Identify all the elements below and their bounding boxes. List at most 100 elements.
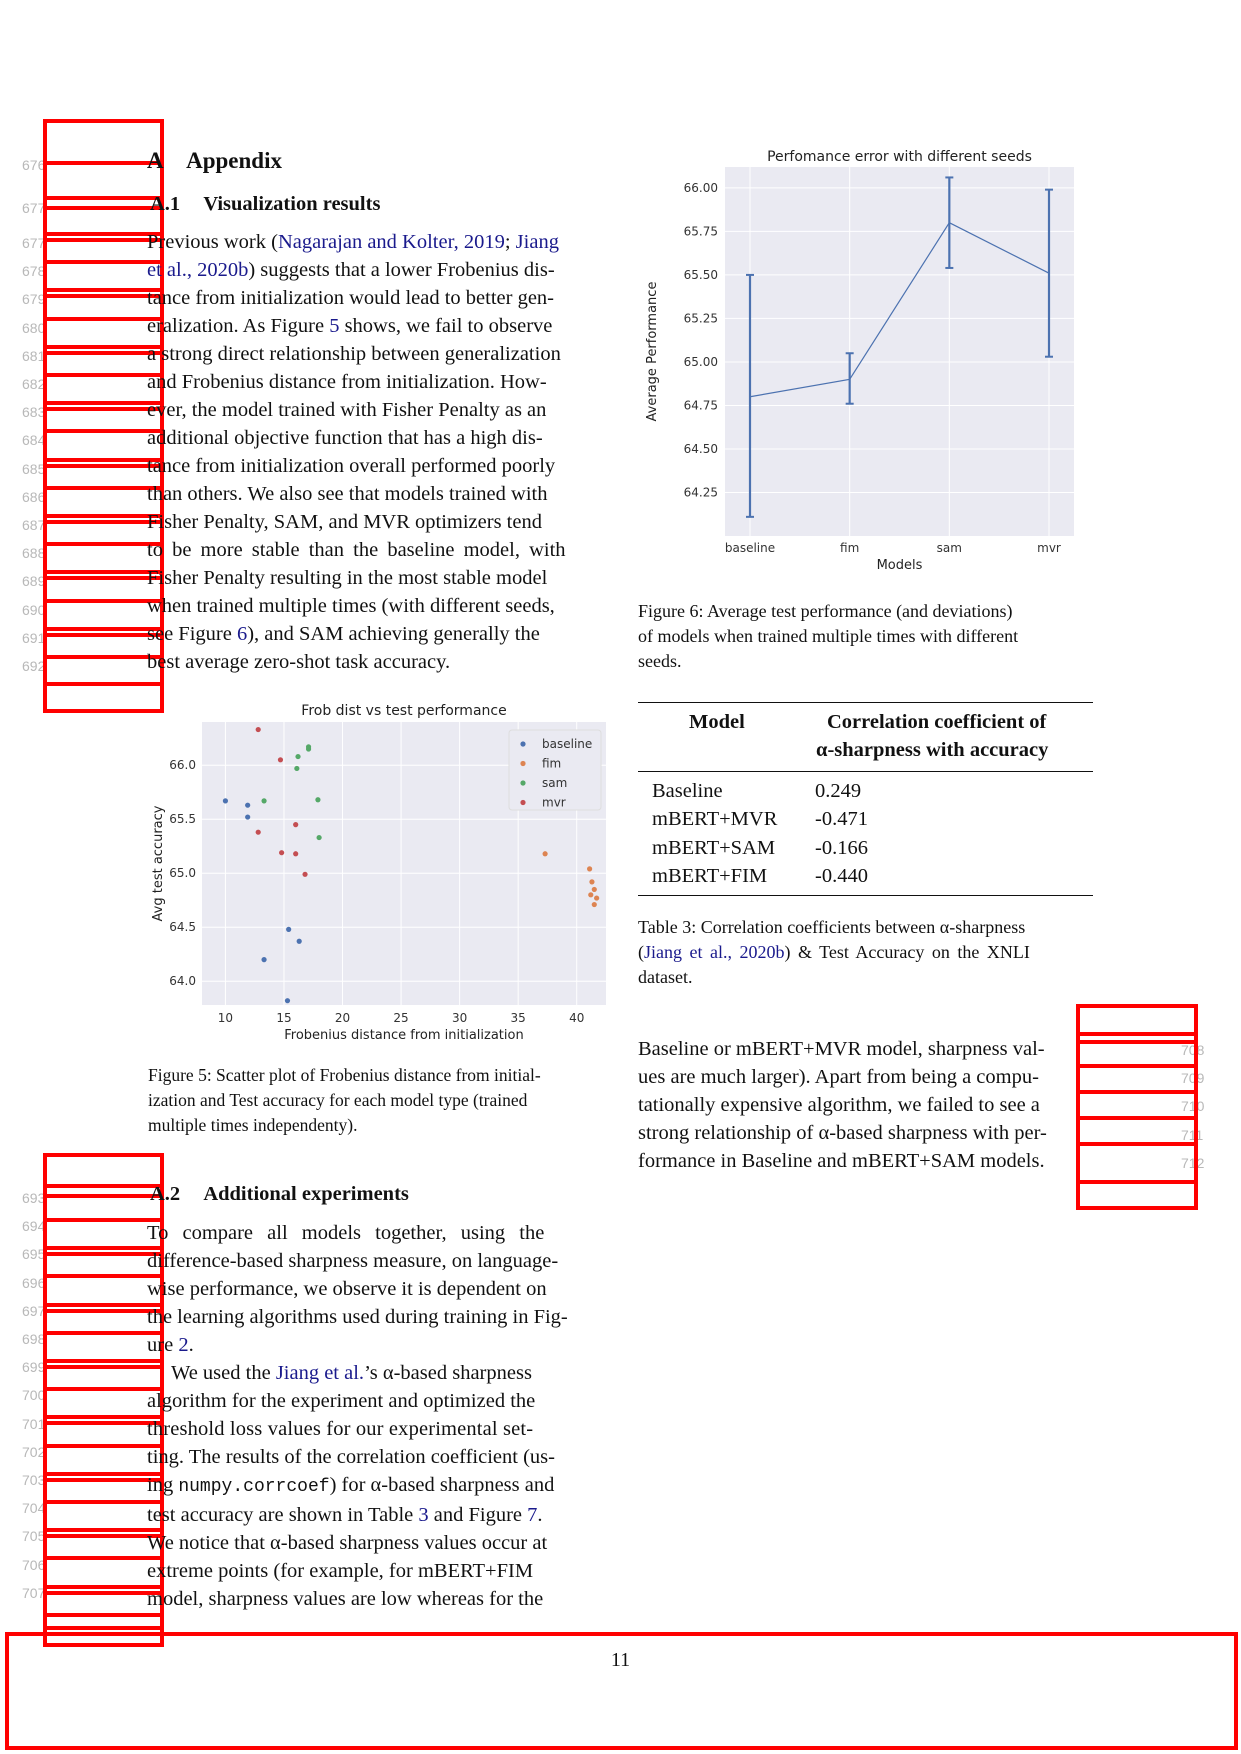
text-line: To compare all models together, using th… bbox=[147, 1222, 545, 1244]
legend-label: baseline bbox=[542, 737, 592, 751]
citation-link[interactable]: Nagarajan and Kolter, 2019 bbox=[277, 231, 505, 253]
y-tick-label: 64.50 bbox=[684, 442, 718, 456]
error-bar-fim bbox=[845, 352, 854, 405]
text-line: tationally expensive algorithm, we faile… bbox=[638, 1094, 1040, 1116]
annotation-line bbox=[43, 294, 164, 299]
annotation-line bbox=[43, 196, 164, 200]
table-cell-model: Baseline bbox=[652, 780, 723, 802]
annotation-line bbox=[43, 429, 164, 434]
line-number: 685 bbox=[22, 460, 46, 477]
scatter-point-baseline bbox=[296, 938, 302, 944]
scatter-point-sam bbox=[316, 834, 322, 841]
scatter-point-baseline bbox=[261, 957, 267, 963]
text-line: eralization. As Figure 5 shows, we fail … bbox=[147, 312, 566, 340]
line-number: 689 bbox=[22, 573, 46, 590]
annotation-line bbox=[43, 1274, 164, 1279]
errorbar-chart-seeds: baseline fim sam mvr 64.25 64.50 64.75 65.00 65.… bbox=[645, 149, 1074, 573]
y-axis-label: Average Performance bbox=[645, 282, 660, 422]
citation-link[interactable]: 5 bbox=[329, 315, 340, 337]
text-line: see Figure 6), and SAM achieving general… bbox=[147, 620, 566, 648]
table-body: Baseline 0.249 mBERT+MVR -0.471 mBERT+SAM -0.… bbox=[638, 772, 1093, 895]
y-tick-label: 65.50 bbox=[684, 268, 718, 282]
annotation-line bbox=[1076, 1142, 1198, 1146]
text-span: . bbox=[537, 1504, 543, 1526]
scatter-point-baseline bbox=[284, 998, 291, 1004]
annotation-line bbox=[43, 260, 164, 265]
table-top-rule bbox=[638, 702, 1093, 703]
citation-link[interactable]: Jiang bbox=[515, 231, 559, 253]
text-span: additional objective function that has a… bbox=[147, 427, 543, 449]
error-bar-sam bbox=[945, 176, 954, 269]
table-row: mBERT+FIM -0.440 bbox=[638, 863, 1093, 891]
citation-link[interactable]: Jiang et al. bbox=[275, 1362, 365, 1384]
text-line: algorithm for the experiment and optimiz… bbox=[147, 1390, 536, 1412]
figure-ref-link[interactable]: 7 bbox=[527, 1504, 538, 1526]
line-number: 699 bbox=[22, 1359, 46, 1376]
text-line: additional objective function that has a… bbox=[147, 424, 566, 452]
text-line: formance in Baseline and mBERT+SAM model… bbox=[638, 1150, 1045, 1172]
annotation-line bbox=[43, 373, 164, 377]
scatter-point-fim bbox=[588, 892, 594, 898]
text-span: tance from initialization overall perfor… bbox=[147, 455, 556, 477]
line-number: 678 bbox=[22, 263, 46, 280]
y-tick-label: 65.25 bbox=[684, 311, 718, 325]
figure5-caption-line: multiple times independenty). bbox=[148, 1115, 358, 1135]
citation-link[interactable]: et al., 2020b bbox=[147, 259, 249, 281]
scatter-point-fim bbox=[587, 866, 593, 872]
x-tick-label: sam bbox=[937, 541, 962, 555]
line-number: 710 bbox=[1181, 1098, 1205, 1115]
y-tick-label: 66.0 bbox=[169, 758, 196, 772]
table-ref-link[interactable]: 3 bbox=[418, 1504, 429, 1526]
line-number: 707 bbox=[22, 1584, 46, 1601]
line-number: 703 bbox=[22, 1472, 46, 1488]
table-cell-model: mBERT+FIM bbox=[652, 864, 768, 887]
annotation-line bbox=[43, 1477, 164, 1482]
paragraph-additional-experiments: To compare all models together, using th… bbox=[147, 1219, 568, 1359]
table-cell-value: -0.440 bbox=[815, 864, 868, 887]
annotation-line bbox=[43, 1528, 164, 1533]
figure-ref-link[interactable]: 2 bbox=[178, 1334, 189, 1356]
text-line: Baseline or mBERT+MVR model, sharpness v… bbox=[638, 1038, 1045, 1060]
text-line: the learning algorithms used during trai… bbox=[147, 1306, 568, 1328]
scatter-point-fim bbox=[591, 901, 597, 908]
text-line: We notice that α-based sharpness values … bbox=[147, 1532, 548, 1554]
page-number: 11 bbox=[610, 1649, 631, 1671]
line-number: 693 bbox=[22, 1190, 46, 1206]
figure6-caption-line: Figure 6: Average test performance (and … bbox=[638, 601, 1013, 621]
line-number: 680 bbox=[22, 319, 46, 336]
text-line: Fisher Penalty resulting in the most sta… bbox=[147, 564, 566, 592]
annotation-line bbox=[43, 206, 164, 210]
text-line: tance from initialization overall perfor… bbox=[147, 452, 566, 480]
scatter-chart-frob-dist: 10 15 20 25 30 35 40 64.0 64.5 65.0 65.5 66.0 Frob d… bbox=[151, 703, 606, 1043]
line-number: 695 bbox=[22, 1246, 46, 1263]
section-a2-title: Additional experiments bbox=[203, 1183, 409, 1205]
text-span: best average zero-shot task accuracy. bbox=[147, 651, 451, 673]
scatter-point-fim bbox=[591, 886, 597, 893]
x-axis-label: Frobenius distance from initialization bbox=[284, 1028, 523, 1043]
text-span: ure bbox=[147, 1334, 179, 1356]
y-tick-label: 65.00 bbox=[684, 355, 718, 369]
citation-link[interactable]: Jiang et al., 2020b bbox=[644, 942, 785, 962]
text-span: We used the bbox=[171, 1362, 276, 1384]
text-line: We used the Jiang et al.’s α-based sharp… bbox=[147, 1359, 555, 1387]
text-line: threshold loss values for our experiment… bbox=[147, 1418, 534, 1440]
annotation-line bbox=[43, 485, 164, 490]
y-tick-label: 64.0 bbox=[169, 974, 196, 988]
table-row: mBERT+MVR -0.471 bbox=[638, 806, 1093, 834]
annotation-line bbox=[1076, 1090, 1198, 1094]
text-span: Fisher Penalty resulting in the most sta… bbox=[147, 567, 548, 589]
scatter-point-baseline bbox=[245, 802, 251, 808]
text-line: extreme points (for example, for mBERT+F… bbox=[147, 1560, 534, 1582]
annotation-line bbox=[43, 1365, 164, 1369]
text-span: and Figure bbox=[428, 1504, 528, 1526]
y-tick-label: 64.25 bbox=[684, 485, 718, 499]
legend-marker bbox=[520, 760, 526, 767]
annotation-line bbox=[1076, 1116, 1198, 1120]
table-row: mBERT+SAM -0.166 bbox=[638, 835, 1093, 863]
citation-link[interactable]: 6 bbox=[236, 623, 248, 645]
scatter-point-fim bbox=[542, 851, 548, 857]
line-number: 684 bbox=[22, 432, 46, 449]
x-tick-label: 25 bbox=[393, 1011, 408, 1025]
error-bar-baseline bbox=[746, 273, 754, 518]
table-row: Baseline 0.249 bbox=[638, 778, 1093, 806]
